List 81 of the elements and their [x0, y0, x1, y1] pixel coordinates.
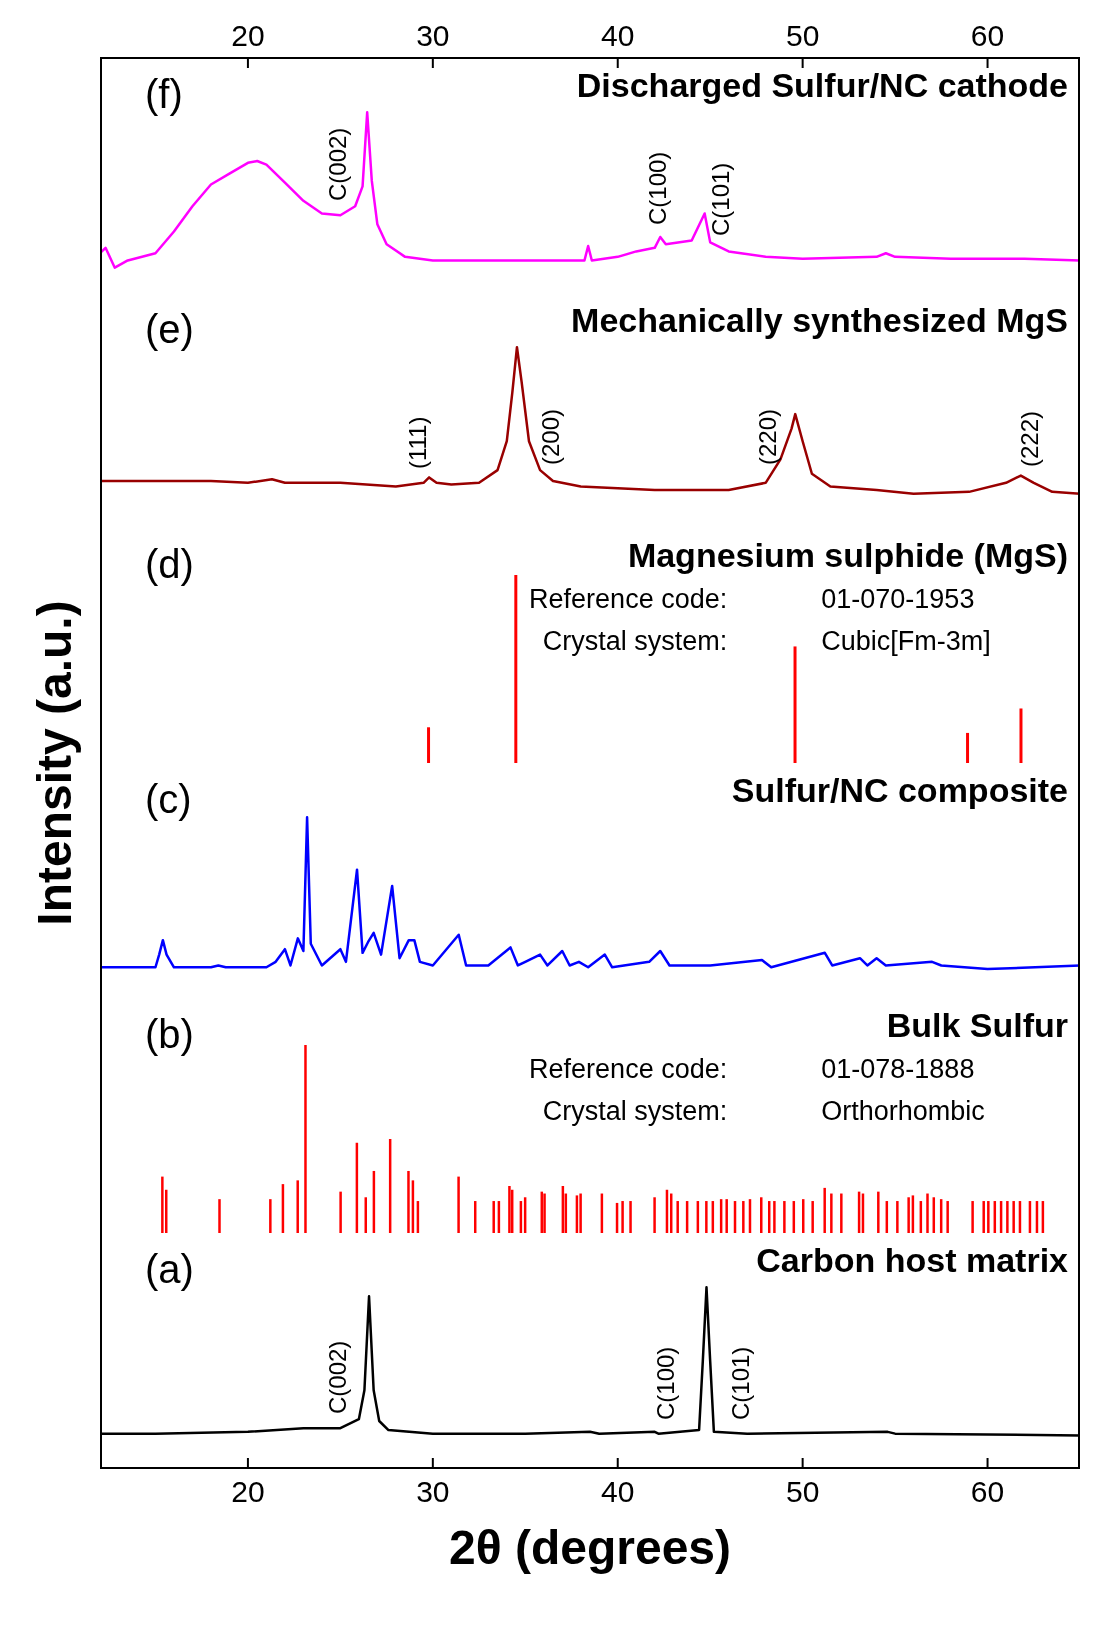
- annotation: (e): [145, 307, 194, 352]
- x-tick-label: 30: [416, 1475, 450, 1508]
- x-tick-label: 20: [231, 1475, 265, 1508]
- x-tick-label: 40: [601, 19, 635, 52]
- bar: [793, 646, 797, 763]
- annotation: (200): [537, 409, 566, 466]
- bar: [629, 1201, 632, 1233]
- chart-title: Sulfur/NC composite: [731, 771, 1068, 810]
- bar: [492, 1201, 495, 1233]
- bar: [457, 1176, 460, 1233]
- y-axis-title: Intensity (a.u.): [26, 600, 82, 926]
- bar: [161, 1176, 164, 1233]
- annotation: Crystal system:: [542, 1096, 728, 1127]
- annotation: C(100): [651, 1346, 680, 1420]
- x-axis-title: 2θ (degrees): [447, 1520, 732, 1575]
- x-tick-label: 50: [785, 1475, 820, 1508]
- annotation: Orthorhombic: [821, 1096, 985, 1127]
- annotation: (222): [1016, 410, 1045, 467]
- bar: [269, 1199, 272, 1233]
- bar: [982, 1201, 985, 1233]
- annotation: (220): [753, 409, 782, 466]
- annotation: Cubic[Fm-3m]: [821, 626, 991, 657]
- annotation: Reference code:: [529, 584, 728, 615]
- annotation: (111): [404, 416, 433, 469]
- annotation: C(101): [707, 162, 736, 236]
- bar: [407, 1170, 410, 1233]
- chart-title: Carbon host matrix: [756, 1241, 1068, 1280]
- bar: [742, 1201, 745, 1233]
- bar: [987, 1201, 990, 1233]
- x-tick-label: 30: [416, 19, 450, 52]
- bar: [966, 732, 970, 763]
- bar: [760, 1197, 763, 1233]
- chart-title: Magnesium sulphide (MgS): [627, 536, 1068, 575]
- annotation: Crystal system:: [542, 626, 728, 657]
- bar: [946, 1201, 949, 1233]
- bar: [653, 1197, 656, 1233]
- annotation: 01-070-1953: [821, 584, 975, 615]
- chart-title: Mechanically synthesized MgS: [571, 301, 1068, 340]
- bar: [514, 575, 518, 763]
- x-tick-label: 20: [231, 19, 265, 52]
- bar: [773, 1201, 776, 1233]
- bar: [427, 727, 431, 763]
- annotation: (b): [145, 1012, 194, 1057]
- bar: [823, 1187, 826, 1233]
- bar: [218, 1199, 221, 1233]
- annotation: (c): [145, 777, 192, 822]
- annotation: C(002): [323, 1340, 352, 1415]
- x-tick-label: 40: [601, 1475, 635, 1508]
- bar: [811, 1201, 814, 1233]
- annotation: C(002): [323, 127, 352, 202]
- x-tick-label: 60: [970, 19, 1005, 52]
- bar: [304, 1045, 307, 1233]
- annotation: (f): [145, 72, 183, 117]
- annotation: Reference code:: [529, 1054, 728, 1085]
- chart-title: Discharged Sulfur/NC cathode: [576, 66, 1068, 105]
- bar: [896, 1201, 899, 1233]
- bar: [907, 1197, 910, 1233]
- annotation: C(101): [726, 1346, 755, 1420]
- annotation: C(100): [644, 151, 673, 225]
- bar: [621, 1201, 624, 1233]
- annotation: (a): [145, 1247, 194, 1292]
- bar: [725, 1199, 728, 1233]
- bar: [296, 1180, 299, 1233]
- x-tick-label: 50: [785, 19, 820, 52]
- bar: [1019, 708, 1023, 763]
- bar: [705, 1201, 708, 1233]
- bar: [783, 1201, 786, 1233]
- bar: [926, 1193, 929, 1233]
- bar: [339, 1191, 342, 1233]
- bar: [971, 1201, 974, 1233]
- chart-title: Bulk Sulfur: [886, 1006, 1068, 1045]
- bar: [1006, 1201, 1009, 1233]
- annotation: (d): [145, 542, 194, 587]
- x-tick-label: 60: [970, 1475, 1005, 1508]
- bar: [676, 1201, 679, 1233]
- bar: [840, 1193, 843, 1233]
- bar: [579, 1193, 582, 1233]
- bar: [1012, 1201, 1015, 1233]
- annotation: 01-078-1888: [821, 1054, 975, 1085]
- bar: [877, 1191, 880, 1233]
- bar: [830, 1193, 833, 1233]
